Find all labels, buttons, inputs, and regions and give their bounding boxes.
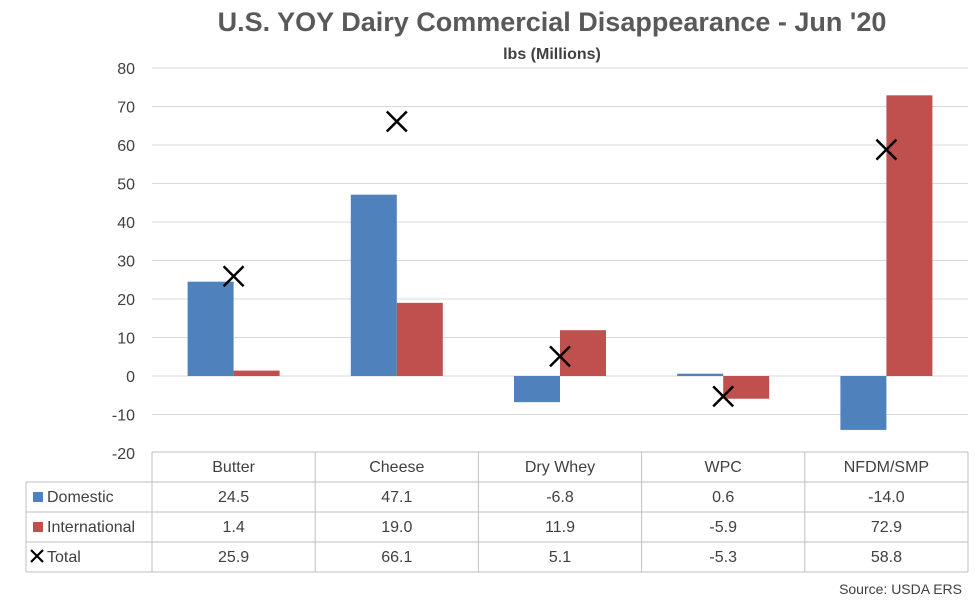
table-value-total-wpc: -5.3 <box>709 549 737 566</box>
legend-key-international <box>33 522 43 532</box>
category-label-wpc: WPC <box>705 459 742 476</box>
table-value-domestic-butter: 24.5 <box>218 489 249 506</box>
marker-total-cheese <box>385 110 408 133</box>
bar-international-wpc <box>723 376 770 399</box>
table-value-total-nfdm-smp: 58.8 <box>871 549 902 566</box>
marker-total-wpc <box>712 385 735 408</box>
bar-domestic-nfdm-smp <box>840 376 887 430</box>
legend-label-domestic: Domestic <box>47 489 114 506</box>
y-tick-label: 20 <box>117 292 135 309</box>
legend-label-total: Total <box>47 549 81 566</box>
table-value-international-wpc: -5.9 <box>709 519 737 536</box>
chart-subtitle: lbs (Millions) <box>503 46 601 63</box>
legend-key-total <box>30 549 44 563</box>
marker-total-dry-whey <box>549 345 571 368</box>
y-tick-label: -10 <box>112 408 135 425</box>
y-tick-label: 30 <box>117 254 135 271</box>
table-value-international-cheese: 19.0 <box>381 519 412 536</box>
bar-international-cheese <box>396 302 443 376</box>
bar-domestic-butter <box>187 281 234 376</box>
table-value-domestic-nfdm-smp: -14.0 <box>868 489 905 506</box>
bar-international-butter <box>233 370 280 376</box>
y-tick-label: 50 <box>117 177 135 194</box>
table-value-domestic-dry-whey: -6.8 <box>546 489 574 506</box>
category-label-cheese: Cheese <box>369 459 424 476</box>
y-tick-label: -20 <box>112 446 135 463</box>
y-tick-label: 10 <box>117 331 135 348</box>
bar-domestic-dry-whey <box>514 376 560 403</box>
table-value-domestic-cheese: 47.1 <box>381 489 412 506</box>
table-value-total-cheese: 66.1 <box>381 549 412 566</box>
y-tick-label: 80 <box>117 61 135 78</box>
total-markers <box>222 110 898 408</box>
category-label-nfdm-smp: NFDM/SMP <box>844 459 929 476</box>
y-tick-label: 70 <box>117 100 135 117</box>
legend-key-domestic <box>33 492 43 502</box>
category-label-butter: Butter <box>212 459 255 476</box>
table-value-international-dry-whey: 11.9 <box>545 519 575 536</box>
chart-title: U.S. YOY Dairy Commercial Disappearance … <box>218 7 887 37</box>
bar-international-dry-whey <box>560 330 606 376</box>
table-value-international-butter: 1.4 <box>222 519 244 536</box>
category-label-dry-whey: Dry Whey <box>525 459 595 476</box>
bar-domestic-wpc <box>677 373 724 376</box>
y-axis: -20 -10 0 10 20 30 40 50 60 70 80 <box>112 61 135 463</box>
table-value-total-dry-whey: 5.1 <box>549 549 571 566</box>
bars <box>187 95 933 430</box>
legend-label-international: International <box>47 519 135 536</box>
bar-international-nfdm-smp <box>886 95 933 377</box>
y-tick-label: 0 <box>126 369 135 386</box>
y-tick-label: 40 <box>117 215 135 232</box>
marker-total-nfdm-smp <box>875 138 898 161</box>
marker-total-butter <box>222 265 245 288</box>
source-note: Source: USDA ERS <box>839 581 962 597</box>
table-value-domestic-wpc: 0.6 <box>712 489 734 506</box>
table-value-international-nfdm-smp: 72.9 <box>871 519 902 536</box>
table-value-total-butter: 25.9 <box>218 549 249 566</box>
y-tick-label: 60 <box>117 138 135 155</box>
bar-domestic-cheese <box>350 194 397 376</box>
gridlines <box>152 67 968 415</box>
data-table: Butter Cheese Dry Whey WPC NFDM/SMP Domestic 2… <box>25 451 969 573</box>
